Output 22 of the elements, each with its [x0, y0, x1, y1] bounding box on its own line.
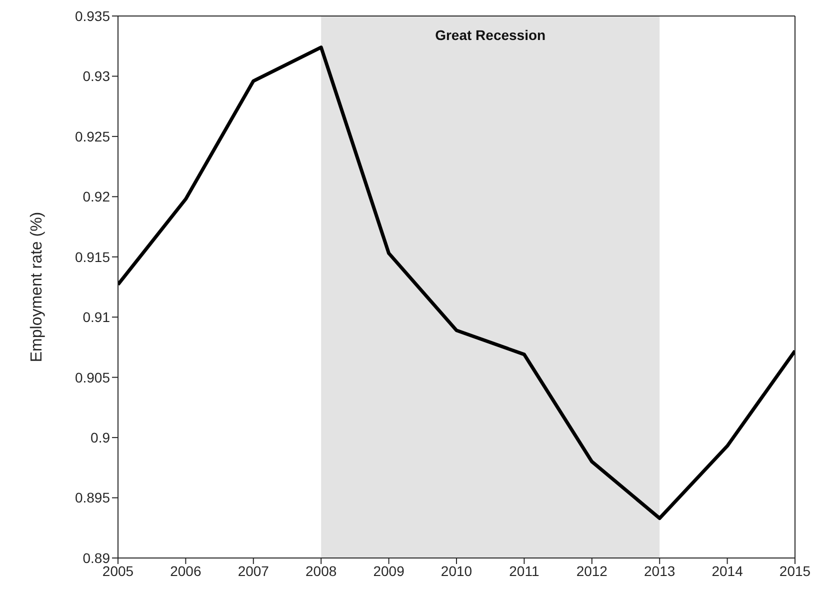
x-tick-label: 2012 — [576, 562, 608, 579]
band-label: Great Recession — [435, 26, 546, 43]
y-tick-label: 0.92 — [82, 188, 110, 205]
x-tick-label: 2006 — [170, 562, 202, 579]
y-tick-label: 0.91 — [82, 309, 110, 326]
x-tick-label: 2013 — [644, 562, 676, 579]
line-series — [118, 46, 795, 520]
x-tick-label: 2015 — [779, 562, 811, 579]
x-tick-label: 2010 — [440, 562, 472, 579]
x-tick-label: 2011 — [509, 562, 540, 579]
y-tick-label: 0.895 — [74, 490, 110, 506]
y-tick-label: 0.905 — [74, 369, 110, 386]
y-tick-label: 0.925 — [74, 128, 110, 144]
y-tick-label: 0.915 — [74, 248, 110, 265]
x-tick-label: 2014 — [712, 562, 744, 579]
y-tick-label: 0.9 — [90, 430, 110, 446]
x-tick-label: 2009 — [373, 562, 405, 579]
x-tick-label: 2007 — [238, 562, 270, 579]
x-tick-label: 2008 — [306, 562, 337, 579]
y-tick-label: 0.935 — [74, 8, 110, 24]
y-axis-title: Employment rate (%) — [28, 212, 46, 362]
y-tick-label: 0.93 — [82, 68, 110, 84]
